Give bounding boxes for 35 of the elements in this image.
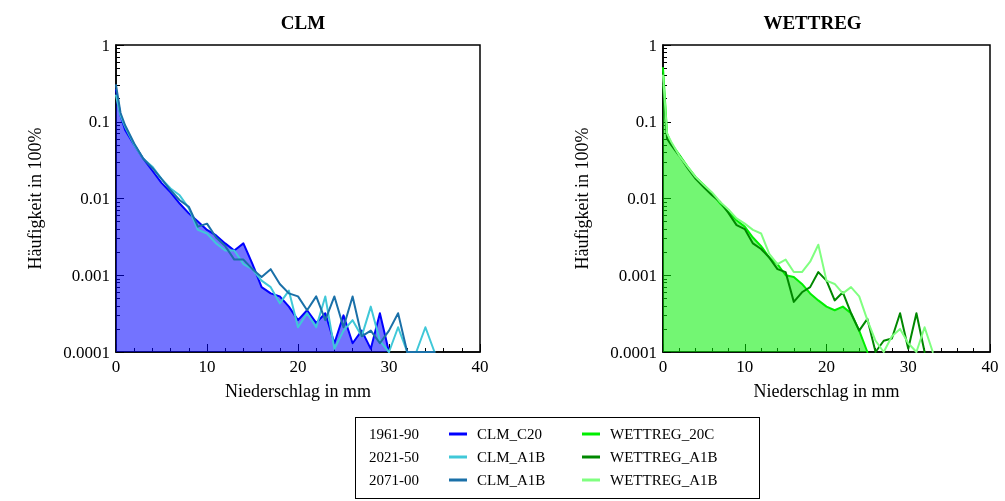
x-tick-label: 40 [981, 357, 999, 376]
y-tick-label: 0.001 [618, 265, 657, 285]
chart-title: CLM [280, 12, 326, 33]
y-tick-label: 0.0001 [63, 342, 110, 362]
y-axis-title: Häufigkeit in 100% [25, 127, 45, 270]
x-tick-label: 0 [111, 357, 121, 376]
y-tick-label: 0.0001 [610, 342, 657, 362]
legend-label: CLM_A1B [477, 472, 546, 488]
x-tick-label: 30 [380, 357, 398, 376]
y-tick-label: 1 [101, 35, 110, 55]
text: 2021-50 [369, 449, 419, 465]
text: 2071-00 [369, 472, 419, 488]
text: 1961-90 [369, 426, 419, 442]
x-tick-label: 0 [658, 357, 668, 376]
y-axis-title: Häufigkeit in 100% [572, 127, 592, 270]
x-tick-label: 10 [198, 357, 216, 376]
y-tick-label: 0.01 [80, 189, 110, 208]
y-tick-label: 0.1 [88, 112, 110, 132]
y-tick-label: 0.01 [627, 189, 657, 208]
x-axis-title: Niederschlag in mm [225, 381, 371, 401]
chart-title: WETTREG [763, 12, 862, 33]
legend-label: WETTREG_20C [610, 426, 715, 442]
x-tick-label: 20 [289, 357, 307, 376]
y-tick-label: 0.1 [635, 112, 657, 132]
y-tick-label: 1 [648, 35, 657, 55]
x-axis-title: Niederschlag in mm [753, 381, 900, 401]
y-tick-label: 0.001 [71, 265, 110, 285]
x-tick-label: 20 [818, 357, 835, 376]
x-tick-label: 40 [471, 357, 489, 376]
legend-label: WETTREG_A1B [610, 472, 718, 488]
x-tick-label: 10 [736, 357, 754, 376]
x-tick-label: 30 [899, 357, 917, 376]
legend-label: WETTREG_A1B [610, 449, 718, 465]
legend-label: CLM_C20 [477, 426, 543, 442]
legend-label: CLM_A1B [477, 449, 546, 465]
